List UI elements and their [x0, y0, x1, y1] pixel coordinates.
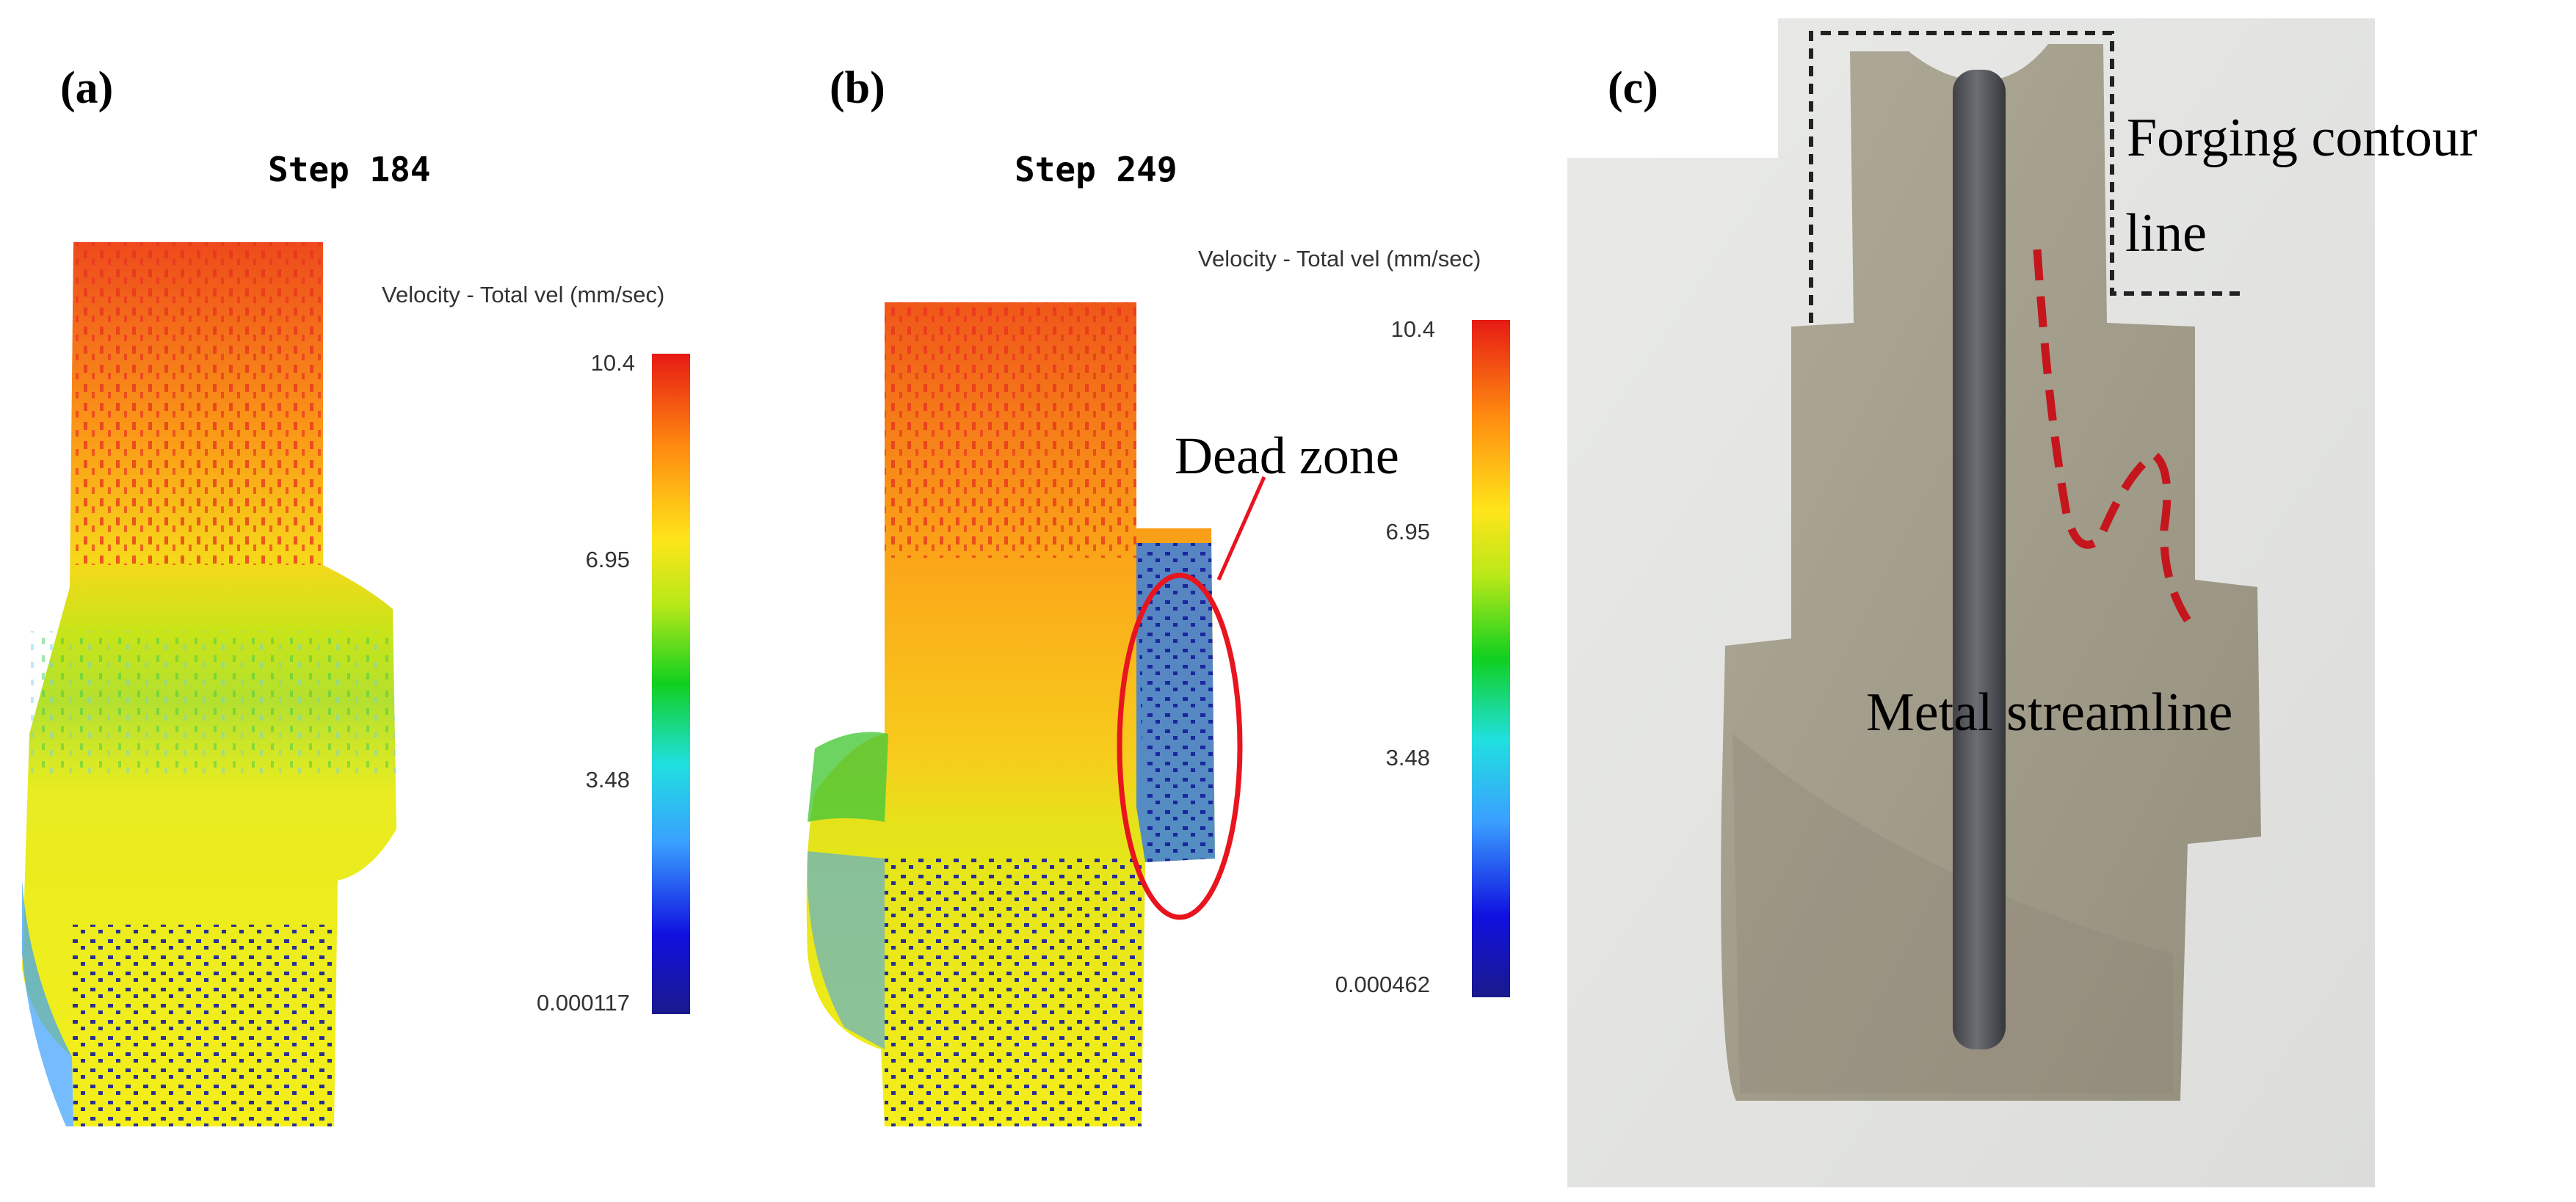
panel-b-velocity-field [806, 302, 1215, 1126]
panel-b-tick-mid-high: 6.95 [1386, 519, 1430, 544]
panel-a-tag: (a) [60, 63, 113, 113]
panel-a-tick-max: 10.4 [591, 350, 635, 376]
dead-zone-label: Dead zone [1175, 426, 1399, 485]
panel-a-legend-title: Velocity - Total vel (mm/sec) [382, 282, 664, 307]
panel-b-color-legend: Velocity - Total vel (mm/sec) 10.4 6.95 … [1198, 246, 1510, 997]
panel-a-color-bar [652, 354, 690, 1014]
panel-b-step-title: Step 249 [1015, 150, 1178, 189]
panel-b-legend-title: Velocity - Total vel (mm/sec) [1198, 246, 1481, 272]
panel-b: (b) Step 249 Dead zone Velocity - Total … [806, 63, 1510, 1126]
panel-c-tag: (c) [1608, 63, 1658, 113]
panel-a-tick-min: 0.000117 [537, 990, 630, 1016]
panel-b-color-bar [1472, 320, 1510, 997]
panel-b-tick-mid-low: 3.48 [1386, 745, 1430, 771]
panel-a-step-title: Step 184 [268, 150, 431, 189]
forging-photo [1567, 18, 2375, 1187]
metal-streamline-label: Metal streamline [1866, 682, 2232, 743]
panel-a: (a) Step 184 Velocity - Total vel (mm/se… [22, 63, 690, 1126]
panel-c: (c) Forging contour line Metal streamlin… [1567, 18, 2478, 1187]
dead-zone-leader-line [1216, 476, 1266, 581]
central-rod [1953, 70, 2006, 1049]
panel-b-tick-min: 0.000462 [1335, 972, 1430, 997]
metal-streamline-curve [2033, 249, 2199, 634]
panel-b-tick-max: 10.4 [1391, 316, 1435, 342]
panel-a-color-legend: Velocity - Total vel (mm/sec) 10.4 6.95 … [382, 282, 690, 1016]
panel-a-tick-mid-high: 6.95 [586, 547, 630, 572]
forging-contour-label-line1: Forging contour [2127, 108, 2478, 168]
panel-a-velocity-field [22, 242, 396, 1126]
forging-contour-label-line2: line [2125, 203, 2207, 263]
forging-contour-line [1809, 31, 2243, 323]
panel-a-tick-mid-low: 3.48 [586, 767, 630, 793]
dead-zone-ellipse [1117, 572, 1243, 920]
panel-b-tag: (b) [830, 63, 885, 113]
